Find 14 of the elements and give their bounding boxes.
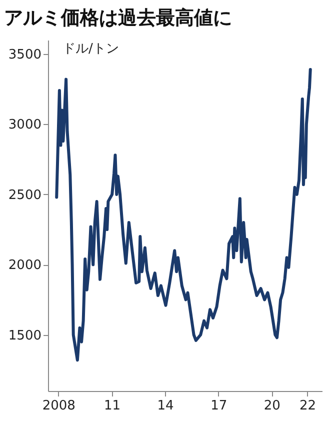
y-axis-title: ドル/トン xyxy=(62,42,119,56)
y-tick-label: 2000 xyxy=(8,258,42,274)
y-tick-label: 1500 xyxy=(8,328,42,344)
chart-title: アルミ価格は過去最高値に xyxy=(4,7,232,29)
y-tick-label: 3000 xyxy=(8,118,42,133)
x-tick-label: 11 xyxy=(104,398,121,414)
y-tick-label: 3500 xyxy=(8,48,42,63)
x-tick-label: 14 xyxy=(157,398,174,414)
line-series xyxy=(55,68,312,362)
y-tick-label: 2500 xyxy=(8,188,42,203)
x-tick-label: 17 xyxy=(210,398,228,414)
x-tick-label: 20 xyxy=(264,398,280,414)
x-tick-label: 2008 xyxy=(42,398,76,414)
x-tick-label: 22 xyxy=(299,398,316,414)
